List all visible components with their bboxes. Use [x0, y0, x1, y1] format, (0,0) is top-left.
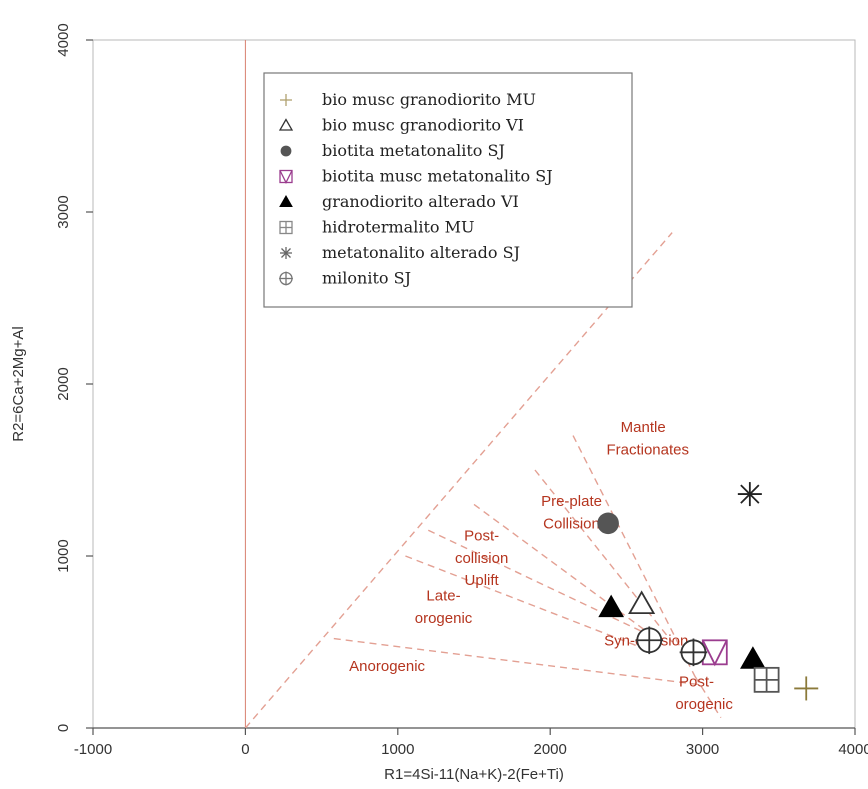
field-boundary: [405, 555, 650, 652]
legend-label: granodiorito alterado VI: [322, 192, 519, 211]
legend-item: bio musc granodiorito MU: [280, 90, 536, 109]
legend-item: granodiorito alterado VI: [279, 192, 519, 211]
data-points: [597, 482, 819, 701]
x-tick-label: 4000: [838, 741, 868, 758]
legend-marker: [279, 271, 293, 286]
field-labels: Mantle Fractionates Pre-plate Collision Post…: [349, 419, 733, 713]
x-tick-label: -1000: [74, 741, 112, 758]
y-tick-label: 0: [55, 724, 72, 732]
field-label: Uplift: [465, 572, 500, 589]
data-point: [635, 626, 664, 655]
legend-item: biotita musc metatonalito SJ: [279, 167, 553, 186]
legend-marker: [279, 169, 293, 184]
field-label: Fractionates: [606, 442, 689, 459]
legend: bio musc granodiorito MU bio musc granodi…: [263, 72, 633, 308]
x-tick-label: 0: [241, 741, 249, 758]
legend-label: bio musc granodiorito VI: [322, 116, 524, 135]
y-tick-label: 2000: [55, 367, 72, 400]
legend-item: bio musc granodiorito VI: [278, 116, 524, 135]
legend-label: biotita musc metatonalito SJ: [322, 167, 553, 186]
field-label: collision: [455, 550, 508, 567]
legend-marker: [279, 194, 293, 207]
field-boundary: [427, 529, 658, 640]
field-lines: [244, 232, 722, 729]
x-axis-ticks: -1000 0 1000 2000 3000 4000: [74, 728, 868, 758]
legend-label: hidrotermalito MU: [322, 218, 474, 237]
legend-label: biotita metatonalito SJ: [322, 141, 505, 160]
legend-items: bio musc granodiorito MU bio musc granodi…: [278, 90, 553, 288]
data-point: [628, 590, 656, 615]
data-point: [679, 638, 708, 667]
field-label: Collision: [543, 515, 600, 532]
data-point: [598, 594, 625, 618]
legend-marker: [279, 220, 293, 235]
x-tick-label: 2000: [534, 741, 567, 758]
data-point: [737, 482, 762, 507]
field-label: Post-: [464, 528, 499, 545]
legend-label: metatonalito alterado SJ: [322, 243, 520, 262]
field-label: orogenic: [675, 696, 733, 713]
legend-item: milonito SJ: [279, 269, 411, 288]
x-axis-title: R1=4Si-11(Na+K)-2(Fe+Ti): [384, 766, 564, 783]
y-axis-title: R2=6Ca+2Mg+Al: [10, 326, 27, 442]
x-tick-label: 3000: [686, 741, 719, 758]
legend-item: metatonalito alterado SJ: [280, 243, 520, 262]
data-point: [794, 676, 819, 701]
field-label: Pre-plate: [541, 493, 602, 510]
field-label: Anorogenic: [349, 658, 425, 675]
field-label: Post-: [679, 674, 714, 691]
y-tick-label: 1000: [55, 539, 72, 572]
field-label: orogenic: [415, 610, 473, 627]
legend-label: milonito SJ: [322, 269, 411, 288]
field-boundary: [572, 435, 696, 677]
data-point: [753, 666, 780, 693]
data-point: [740, 646, 766, 669]
data-point: [597, 512, 619, 535]
legend-marker: [280, 94, 292, 106]
legend-item: hidrotermalito MU: [279, 218, 474, 237]
field-label: Mantle: [621, 419, 666, 436]
y-tick-label: 3000: [55, 195, 72, 228]
field-boundary: [244, 232, 673, 729]
legend-item: biotita metatonalito SJ: [280, 141, 505, 160]
y-tick-label: 4000: [55, 23, 72, 56]
field-boundary: [333, 637, 703, 686]
legend-label: bio musc granodiorito MU: [322, 90, 536, 109]
y-axis-ticks: 0 1000 2000 3000 4000: [55, 23, 93, 732]
legend-marker: [280, 247, 292, 259]
legend-marker: [278, 118, 294, 131]
legend-marker: [280, 145, 292, 157]
field-label: Late-: [426, 588, 460, 605]
legend-box: [263, 72, 633, 308]
x-tick-label: 1000: [381, 741, 414, 758]
field-boundary: [694, 676, 722, 719]
